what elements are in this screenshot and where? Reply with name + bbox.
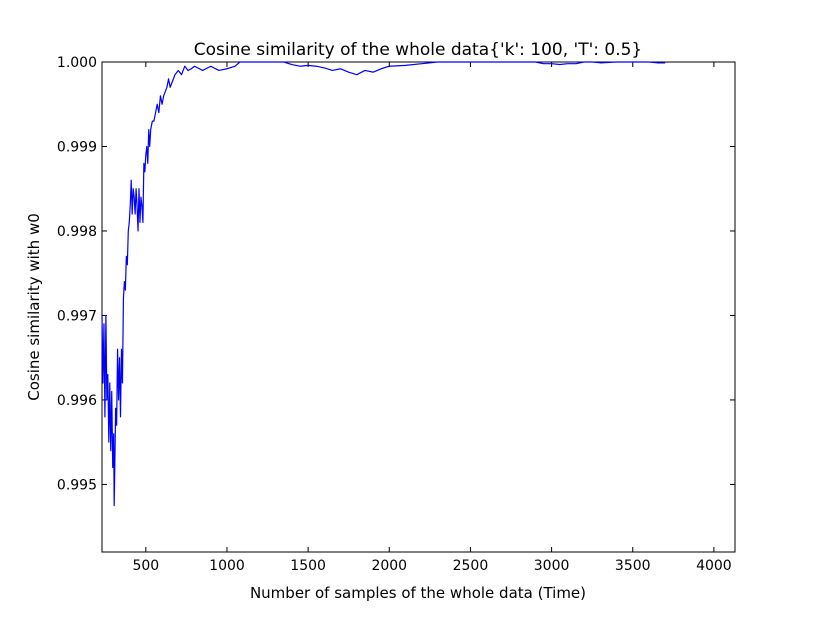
x-tick-label: 500 (132, 558, 159, 574)
x-tick-label: 1000 (209, 558, 245, 574)
x-tick-label: 2000 (371, 558, 407, 574)
x-tick-label: 2500 (453, 558, 489, 574)
y-tick-label: 1.000 (57, 55, 97, 71)
y-tick-label: 0.999 (57, 139, 97, 155)
y-tick-label: 0.995 (57, 477, 97, 493)
y-axis-label: Cosine similarity with w0 (25, 213, 43, 401)
x-tick-label: 3000 (534, 558, 570, 574)
x-axis: 500 1000 1500 2000 2500 3000 3500 4000 (132, 62, 732, 574)
x-tick-label: 1500 (290, 558, 326, 574)
chart-title: Cosine similarity of the whole data{'k':… (194, 40, 643, 60)
y-tick-label: 0.996 (57, 393, 97, 409)
y-tick-label: 0.998 (57, 224, 97, 240)
y-axis: 0.995 0.996 0.997 0.998 0.999 1.000 (57, 55, 735, 493)
series-line (101, 61, 666, 507)
x-axis-label: Number of samples of the whole data (Tim… (250, 584, 586, 602)
x-tick-label: 3500 (615, 558, 651, 574)
y-tick-label: 0.997 (57, 308, 97, 324)
x-tick-label: 4000 (696, 558, 732, 574)
plot-area (101, 61, 736, 553)
